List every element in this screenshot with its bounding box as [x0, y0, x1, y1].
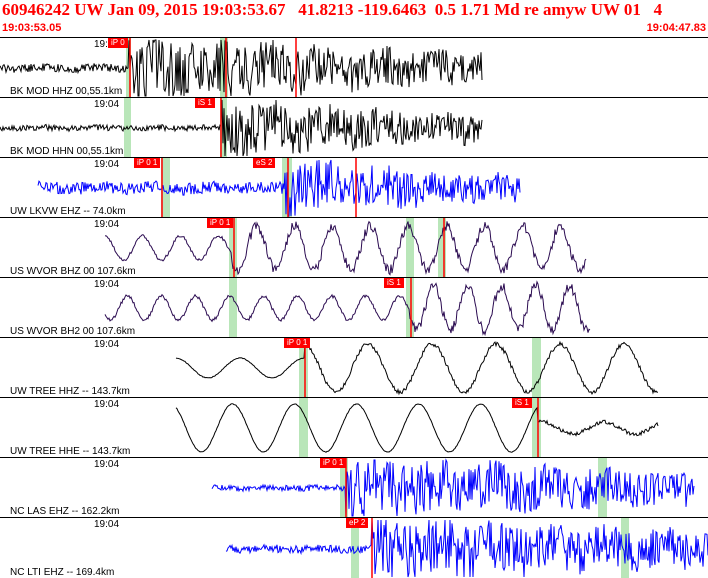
pick-flag[interactable]: iS 1 [195, 98, 215, 108]
pick-window [438, 218, 446, 278]
event-title: 60946242 UW Jan 09, 2015 19:03:53.67 41.… [2, 0, 663, 19]
waveform-plot [175, 338, 659, 398]
panel-time-label: 19:04 [94, 519, 120, 530]
channel-label: BK MOD HHZ 00,55.1km [10, 86, 123, 97]
pick-window [532, 338, 541, 398]
pick-window [299, 398, 308, 458]
panel-time-label: 19:04 [94, 459, 120, 470]
channel-label: BK MOD HHN 00,55.1km [10, 146, 124, 157]
trace-panel-bk-mod-hhz[interactable]: 19:04 iP 0 BK MOD HHZ 00,55.1km [0, 37, 708, 98]
channel-label: UW TREE HHE -- 143.7km [10, 446, 131, 457]
pick-flag[interactable]: iP 0 1 [207, 218, 234, 228]
pick-flag[interactable]: eS 2 [253, 158, 276, 168]
trace-panel-uw-lkvw-ehz[interactable]: 19:04 iP 0 1 eS 2 UW LKVW EHZ -- 74.0km [0, 157, 708, 218]
waveform-trace [104, 280, 591, 337]
pick-window [126, 38, 131, 98]
waveform-plot [175, 398, 659, 458]
pick-window [161, 158, 170, 218]
trace-panel-uw-tree-hhz[interactable]: 19:04 iP 0 1 UW TREE HHZ -- 143.7km [0, 337, 708, 398]
pick-window [532, 398, 541, 458]
channel-label: NC LTI EHZ -- 169.4km [10, 567, 115, 578]
waveform-plot [104, 218, 587, 278]
trace-panel-nc-lti-ehz[interactable]: 19:04 eP 2 NC LTI EHZ -- 169.4km [0, 517, 708, 578]
trace-panel-us-wvor-bhz[interactable]: 19:04 iP 0 1 US WVOR BHZ 00 107.6km [0, 217, 708, 278]
channel-label: US WVOR BH2 00 107.6km [10, 326, 136, 337]
pick-flag[interactable]: iP 0 1 [320, 458, 347, 468]
panel-time-label: 19:04 [94, 399, 120, 410]
pick-window [229, 278, 237, 338]
pick-flag[interactable]: iP 0 1 [284, 338, 311, 348]
channel-label: US WVOR BHZ 00 107.6km [10, 266, 136, 277]
waveform-plot [211, 458, 695, 518]
panel-time-label: 19:04 [94, 99, 120, 110]
pick-flag[interactable]: iP 0 [108, 38, 128, 48]
trace-panel-nc-las-ehz[interactable]: 19:04 iP 0 1 NC LAS EHZ -- 162.2km [0, 457, 708, 518]
trace-panel-uw-tree-hhe[interactable]: 19:04 iS 1 UW TREE HHE -- 143.7km [0, 397, 708, 458]
pick-flag[interactable]: iS 1 [384, 278, 404, 288]
pick-window [299, 338, 308, 398]
waveform-trace [104, 220, 587, 276]
pick-flag[interactable]: iP 0 1 [134, 158, 161, 168]
trace-panel-bk-mod-hhn[interactable]: 19:04 iS 1 BK MOD HHN 00,55.1km [0, 97, 708, 158]
waveform-trace [225, 519, 708, 578]
panel-time-label: 19:04 [94, 219, 120, 230]
waveform-trace [175, 340, 659, 396]
waveform-plot [0, 38, 483, 98]
channel-label: NC LAS EHZ -- 162.2km [10, 506, 120, 517]
waveform-trace [175, 403, 659, 453]
panel-time-label: 19:04 [94, 159, 120, 170]
window-end-time: 19:04:47.83 [646, 22, 706, 34]
waveform-plot [0, 98, 483, 158]
waveform-trace [211, 458, 695, 517]
waveform-trace [0, 39, 483, 97]
panel-time-label: 19:04 [94, 39, 120, 50]
pick-window [351, 518, 359, 578]
channel-label: UW TREE HHZ -- 143.7km [10, 386, 130, 397]
channel-label: UW LKVW EHZ -- 74.0km [10, 206, 126, 217]
pick-window [229, 218, 237, 278]
pick-flag[interactable]: eP 2 [346, 518, 369, 528]
event-header: 60946242 UW Jan 09, 2015 19:03:53.67 41.… [0, 0, 708, 36]
trace-panel-us-wvor-bh2[interactable]: 19:04 iS 1 US WVOR BH2 00 107.6km [0, 277, 708, 338]
pick-window [406, 278, 414, 338]
pick-window [406, 218, 414, 278]
waveform-plot [37, 158, 521, 218]
pick-window [621, 518, 629, 578]
panel-time-label: 19:04 [94, 339, 120, 350]
waveform-trace [37, 159, 521, 217]
waveform-plot [104, 278, 591, 338]
window-start-time: 19:03:53.05 [2, 22, 62, 34]
waveform-trace [0, 99, 483, 157]
panel-time-label: 19:04 [94, 279, 120, 290]
waveform-plot [225, 518, 708, 578]
pick-flag[interactable]: iS 1 [512, 398, 532, 408]
